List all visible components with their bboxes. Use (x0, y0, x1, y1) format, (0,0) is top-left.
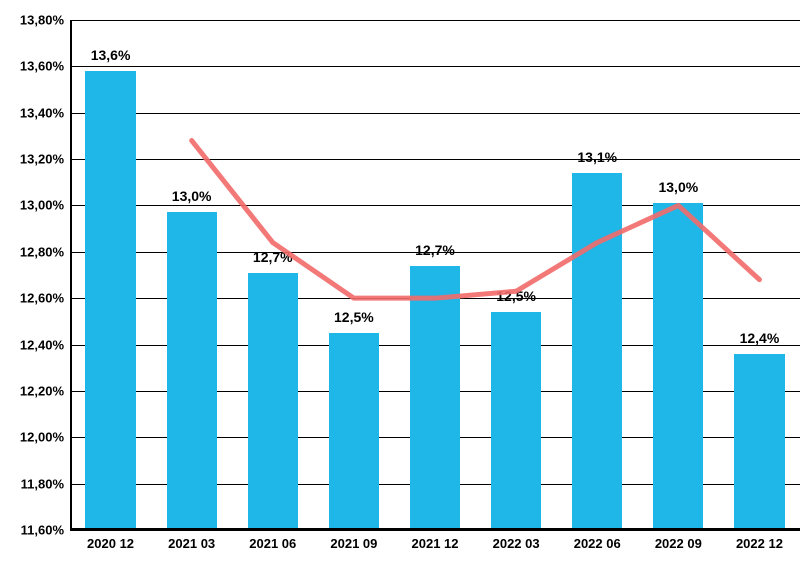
bar (248, 273, 298, 530)
gridline (70, 113, 800, 114)
x-tick-label: 2022 12 (736, 536, 783, 551)
bar-value-label: 13,6% (91, 47, 131, 63)
bar-value-label: 12,7% (415, 242, 455, 258)
y-tick-label: 13,20% (20, 152, 64, 167)
bar (653, 203, 703, 530)
y-tick-label: 12,00% (20, 430, 64, 445)
y-axis-line (70, 20, 72, 530)
bar-value-label: 12,7% (253, 249, 293, 265)
y-tick-label: 13,60% (20, 59, 64, 74)
y-tick-label: 13,40% (20, 105, 64, 120)
gridline (70, 66, 800, 67)
gridline (70, 159, 800, 160)
bar (734, 354, 784, 530)
chart-container: 11,60% 11,80% 12,00% 12,20% 12,40% 12,60% 12,8… (0, 0, 812, 562)
y-tick-label: 12,20% (20, 383, 64, 398)
y-tick-label: 11,60% (21, 523, 64, 538)
x-tick-label: 2022 09 (655, 536, 702, 551)
bar-value-label: 12,5% (334, 309, 374, 325)
y-tick-label: 11,80% (21, 476, 64, 491)
x-tick-label: 2021 12 (412, 536, 459, 551)
bar (329, 333, 379, 530)
y-tick-label: 13,00% (20, 198, 64, 213)
x-axis-line (70, 528, 800, 530)
y-tick-label: 13,80% (20, 13, 64, 28)
bar (85, 71, 135, 530)
bar-value-label: 13,1% (577, 149, 617, 165)
bar-value-label: 13,0% (658, 179, 698, 195)
bar (167, 212, 217, 530)
bar (491, 312, 541, 530)
x-tick-label: 2021 09 (330, 536, 377, 551)
bar-value-label: 13,0% (172, 188, 212, 204)
x-tick-label: 2021 06 (249, 536, 296, 551)
gridline (70, 530, 800, 531)
bar-value-label: 12,5% (496, 288, 536, 304)
x-tick-label: 2020 12 (87, 536, 134, 551)
plot-area: 11,60%11,80%12,00%12,20%12,40%12,60%12,8… (70, 20, 800, 530)
bar (572, 173, 622, 530)
bar (410, 266, 460, 530)
gridline (70, 20, 800, 21)
x-tick-label: 2022 03 (493, 536, 540, 551)
y-tick-label: 12,80% (20, 244, 64, 259)
bar-value-label: 12,4% (740, 330, 780, 346)
y-tick-label: 12,60% (20, 291, 64, 306)
y-tick-label: 12,40% (20, 337, 64, 352)
x-tick-label: 2021 03 (168, 536, 215, 551)
x-tick-label: 2022 06 (574, 536, 621, 551)
